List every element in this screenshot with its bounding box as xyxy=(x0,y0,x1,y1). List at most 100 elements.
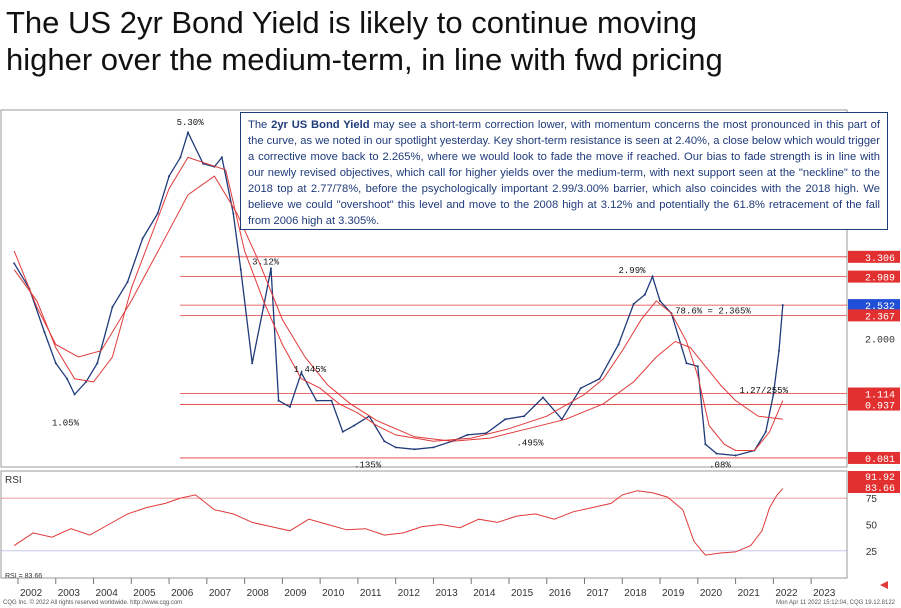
price-point xyxy=(73,393,76,396)
price-point xyxy=(696,365,699,368)
price-point xyxy=(239,268,242,271)
price-point xyxy=(330,399,333,402)
price-point xyxy=(202,162,205,165)
price-point xyxy=(764,430,767,433)
price-point xyxy=(13,262,16,265)
series-line-ma_slow xyxy=(13,175,783,442)
price-point xyxy=(66,377,69,380)
x-tick-label: 2015 xyxy=(511,588,534,599)
price-point xyxy=(179,156,182,159)
level-label: 2.532 xyxy=(865,302,895,313)
x-tick-label: 2011 xyxy=(360,588,382,599)
series-line-price xyxy=(13,130,784,457)
rsi-tick-label: 50 xyxy=(866,521,878,532)
price-point xyxy=(432,446,435,449)
price-point xyxy=(315,399,318,402)
price-annotation: 5.30% xyxy=(177,118,205,128)
price-point xyxy=(772,393,775,396)
price-point xyxy=(187,131,189,134)
price-point xyxy=(251,362,254,365)
x-tick-label: 2016 xyxy=(549,588,572,599)
price-point xyxy=(466,433,469,436)
price-point xyxy=(288,405,291,408)
price-point xyxy=(126,281,129,284)
x-tick-label: 2017 xyxy=(587,588,610,599)
note-lead: The xyxy=(248,119,272,131)
level-tag xyxy=(848,309,900,322)
price-point xyxy=(353,424,356,427)
price-annotation: 2.99% xyxy=(619,266,647,276)
price-point xyxy=(156,212,159,215)
level-label: 2.989 xyxy=(865,274,895,285)
price-point xyxy=(778,349,780,352)
rsi-value-label: 91.92 xyxy=(865,473,895,484)
x-tick-label: 2012 xyxy=(398,588,421,599)
x-tick-label: 2010 xyxy=(322,588,345,599)
price-point xyxy=(651,275,654,278)
level-label: 0.937 xyxy=(865,402,895,413)
level-tag xyxy=(848,398,900,411)
x-tick-label: 2014 xyxy=(473,588,496,599)
price-point xyxy=(232,212,235,215)
price-annotation: .495% xyxy=(517,439,545,449)
price-point xyxy=(579,387,582,390)
level-label: 3.306 xyxy=(865,254,895,265)
price-point xyxy=(111,306,114,309)
rsi-tick-label: 25 xyxy=(866,547,878,558)
x-tick-label: 2009 xyxy=(284,588,307,599)
level-tag xyxy=(848,299,900,312)
rsi-value-tag xyxy=(848,482,900,493)
price-point xyxy=(394,446,397,449)
price-point xyxy=(617,343,620,346)
x-tick-label: 2019 xyxy=(662,588,685,599)
price-point xyxy=(141,237,144,240)
price-point xyxy=(715,452,718,455)
scroll-arrow-icon[interactable] xyxy=(880,581,888,589)
x-tick-label: 2002 xyxy=(20,588,43,599)
x-tick-label: 2021 xyxy=(738,588,761,599)
x-tick-label: 2020 xyxy=(700,588,723,599)
level-tag xyxy=(848,451,900,464)
price-point xyxy=(270,267,272,270)
level-label: 2.367 xyxy=(865,312,895,323)
level-tag xyxy=(848,270,900,283)
price-point xyxy=(383,440,386,443)
x-tick-label: 2003 xyxy=(58,588,81,599)
copyright-text: CQG Inc. © 2022 All rights reserved worl… xyxy=(3,599,182,606)
price-point xyxy=(685,362,688,365)
price-point xyxy=(300,371,303,374)
price-point xyxy=(632,303,635,305)
price-point xyxy=(168,175,171,178)
title-line-1: The US 2yr Bond Yield is likely to conti… xyxy=(6,5,697,40)
price-point xyxy=(523,415,526,418)
note-body: may see a short-term correction lower, w… xyxy=(248,119,880,227)
price-annotation: 1.27/255% xyxy=(739,386,788,396)
title-line-2: higher over the medium-term, in line wit… xyxy=(6,42,723,77)
rsi-value-tag xyxy=(848,471,900,482)
price-point xyxy=(781,304,784,307)
rsi-line xyxy=(13,488,784,556)
x-tick-label: 2008 xyxy=(247,588,270,599)
x-tick-label: 2023 xyxy=(813,588,836,599)
rsi-bottom-label: RSI = 83.66 xyxy=(5,573,42,580)
price-point xyxy=(54,362,57,365)
level-label: 0.081 xyxy=(865,455,895,466)
x-tick-label: 2022 xyxy=(775,588,798,599)
page-title: The US 2yr Bond Yield is likely to conti… xyxy=(6,4,896,78)
price-point xyxy=(85,380,87,383)
price-annotation: 78.6% = 2.365% xyxy=(675,306,751,316)
price-point xyxy=(542,396,544,399)
price-point xyxy=(341,430,344,433)
price-point xyxy=(659,299,661,302)
price-point xyxy=(220,156,223,159)
price-point xyxy=(643,293,646,296)
price-point xyxy=(734,454,737,457)
price-point xyxy=(413,448,416,451)
x-tick-label: 2006 xyxy=(171,588,194,599)
price-annotation: 1.05% xyxy=(52,419,80,429)
level-tag xyxy=(848,250,900,263)
price-point xyxy=(96,362,99,365)
rsi-title: RSI xyxy=(5,475,22,486)
rsi-value-label: 83.66 xyxy=(865,484,895,495)
level-tag xyxy=(848,387,900,400)
